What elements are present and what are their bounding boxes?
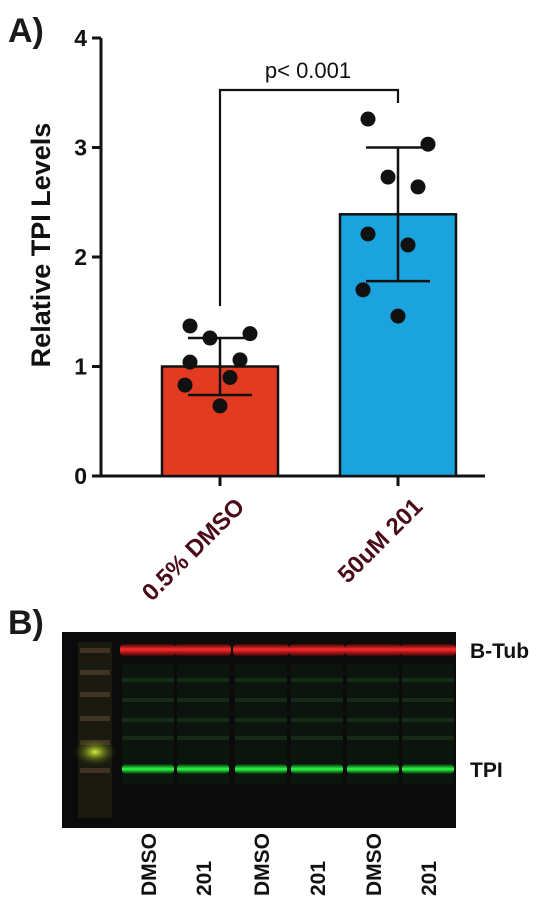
lane-labels: DMSO 201 DMSO 201 DMSO 201 xyxy=(138,833,441,896)
tpi-band xyxy=(402,764,454,774)
data-point xyxy=(360,226,376,242)
faint-band xyxy=(235,698,287,702)
faint-band xyxy=(402,678,454,682)
ladder-lane xyxy=(78,642,112,818)
faint-band xyxy=(347,678,399,682)
western-blot-figure: B-Tub TPI DMSO 201 DMSO 201 DMSO 201 xyxy=(62,632,529,896)
y-tick-label: 3 xyxy=(74,135,87,161)
data-point xyxy=(212,398,228,414)
faint-band xyxy=(235,718,287,722)
faint-band xyxy=(347,736,399,740)
p-value-annotation: p< 0.001 xyxy=(265,58,351,83)
tpi-band xyxy=(177,764,229,774)
faint-band xyxy=(235,736,287,740)
tpi-band xyxy=(291,764,343,774)
faint-band xyxy=(291,678,343,682)
ladder-band xyxy=(80,768,110,773)
faint-band xyxy=(177,678,229,682)
data-point xyxy=(177,377,193,393)
btub-band xyxy=(120,644,176,656)
bracket-line xyxy=(218,88,400,306)
ladder-band xyxy=(80,692,110,697)
tpi-band xyxy=(122,764,174,774)
faint-band xyxy=(177,736,229,740)
band-label-btub: B-Tub xyxy=(470,640,529,663)
data-point xyxy=(222,369,238,385)
faint-band xyxy=(291,736,343,740)
faint-band xyxy=(177,718,229,722)
data-point xyxy=(390,308,406,324)
lane-label: 201 xyxy=(193,861,216,896)
data-point xyxy=(360,111,376,127)
significance-bracket xyxy=(218,88,400,306)
data-point xyxy=(420,136,436,152)
faint-band xyxy=(122,718,174,722)
data-point xyxy=(242,326,258,342)
data-point xyxy=(410,179,426,195)
panel-a-label: A) xyxy=(8,12,44,50)
x-tick-label: 50uM 201 xyxy=(333,493,429,589)
faint-band xyxy=(402,698,454,702)
data-point xyxy=(202,330,218,346)
faint-band xyxy=(235,678,287,682)
ladder-band xyxy=(80,716,110,721)
ladder-band xyxy=(80,670,110,675)
tpi-band xyxy=(347,764,399,774)
y-axis-label: Relative TPI Levels xyxy=(26,123,56,368)
bar-chart: 0 1 2 3 4 0.5% DMSO 50uM 201 Relative TPI Leve… xyxy=(26,25,485,600)
faint-band xyxy=(122,678,174,682)
data-point xyxy=(380,169,396,185)
lane-label: DMSO xyxy=(363,833,386,896)
faint-band xyxy=(347,698,399,702)
chart-error-bars xyxy=(188,146,430,397)
x-tick-label: 0.5% DMSO xyxy=(137,493,250,600)
data-point xyxy=(232,352,248,368)
lane-label: DMSO xyxy=(251,833,274,896)
btub-band xyxy=(175,644,231,656)
faint-band xyxy=(122,736,174,740)
lane-label: DMSO xyxy=(138,833,161,896)
faint-band xyxy=(291,698,343,702)
faint-band xyxy=(402,718,454,722)
lane-label: 201 xyxy=(307,861,330,896)
lane-label: 201 xyxy=(418,861,441,896)
btub-band xyxy=(345,644,401,656)
ladder-band xyxy=(80,648,110,653)
tpi-band xyxy=(235,764,287,774)
band-label-tpi: TPI xyxy=(470,759,503,782)
ladder-band-bright xyxy=(73,738,117,766)
btub-band xyxy=(233,644,289,656)
btub-band xyxy=(400,644,456,656)
chart-bars xyxy=(160,213,458,478)
y-tick-label: 4 xyxy=(74,25,87,51)
y-tick-label: 1 xyxy=(74,354,87,380)
chart-data-points xyxy=(177,111,436,414)
y-tick-label: 2 xyxy=(74,244,87,270)
data-point xyxy=(400,237,416,253)
btub-band xyxy=(289,644,345,656)
blot-bands xyxy=(73,642,456,818)
faint-band xyxy=(347,718,399,722)
data-point xyxy=(355,282,371,298)
faint-band xyxy=(177,698,229,702)
data-point xyxy=(182,318,198,334)
y-tick-label: 0 xyxy=(74,463,87,489)
panel-b-label: B) xyxy=(8,604,44,642)
faint-band xyxy=(122,698,174,702)
band-labels: B-Tub TPI xyxy=(470,640,529,782)
faint-band xyxy=(291,718,343,722)
faint-band xyxy=(402,736,454,740)
data-point xyxy=(182,354,198,370)
